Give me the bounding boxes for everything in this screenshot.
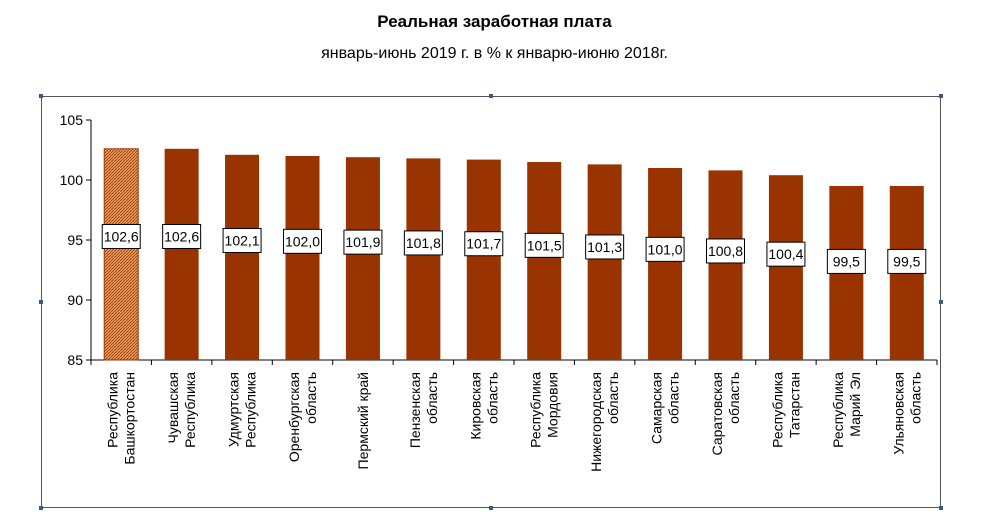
data-label-box (887, 248, 927, 274)
data-label-box (222, 228, 262, 254)
data-label-box (766, 241, 806, 267)
category-label: Самарская (649, 372, 665, 444)
category-label: Кировская (467, 372, 483, 440)
data-label: 101,7 (466, 236, 501, 252)
frame-handle-bottom-left[interactable] (39, 506, 43, 510)
data-label: 99,5 (893, 253, 920, 269)
data-label-box (706, 238, 745, 264)
data-label-box (826, 248, 866, 274)
bar (587, 164, 622, 360)
frame-handle-bottom-center[interactable] (489, 506, 493, 510)
data-label: 102,0 (285, 233, 320, 249)
data-label: 101,8 (406, 235, 441, 251)
category-label: область (907, 372, 923, 424)
y-tick-label: 85 (67, 352, 83, 368)
data-label-box (524, 232, 564, 258)
data-label: 100,8 (708, 243, 743, 259)
data-label-box (403, 230, 443, 256)
bar (103, 148, 139, 361)
bar (345, 157, 380, 360)
data-label: 101,9 (345, 234, 380, 250)
data-label: 101,0 (648, 241, 683, 257)
bar (285, 156, 320, 360)
category-label: Татарстан (786, 372, 802, 438)
bar (708, 170, 743, 360)
frame-handle-right[interactable] (939, 300, 943, 304)
category-label: Мордовия (545, 372, 561, 438)
category-label: Ульяновская (890, 372, 906, 455)
category-label: Республика (830, 372, 846, 448)
bar (768, 175, 803, 360)
category-label: Нижегородская (588, 372, 604, 472)
category-label: область (666, 372, 682, 424)
data-label: 101,3 (587, 239, 622, 255)
bar (406, 158, 441, 360)
data-label-box (101, 223, 141, 249)
frame-handle-top-center[interactable] (489, 94, 493, 98)
category-label: область (605, 372, 621, 424)
data-label: 101,5 (527, 237, 562, 253)
data-label-box (585, 234, 625, 260)
category-label: область (303, 372, 319, 424)
data-label: 102,1 (225, 233, 260, 249)
data-label-box (283, 228, 322, 254)
category-label: Республика (528, 372, 544, 448)
y-tick-label: 95 (67, 232, 83, 248)
category-label: Оренбургская (286, 372, 302, 462)
data-label: 99,5 (833, 253, 860, 269)
frame-handle-left[interactable] (39, 300, 43, 304)
category-label: Башкортостан (122, 372, 138, 465)
bar (527, 162, 562, 360)
data-label-box (162, 223, 202, 249)
category-label: Пермский край (355, 372, 371, 469)
category-label: Чувашская (165, 372, 181, 443)
frame-handle-top-left[interactable] (39, 94, 43, 98)
category-label: Марий Эл (847, 372, 863, 437)
category-label: Республика (769, 372, 785, 448)
category-label: Саратовская (709, 372, 725, 455)
data-label-box (343, 229, 383, 255)
data-label: 100,4 (768, 246, 803, 262)
chart-subtitle: январь-июнь 2019 г. в % к январю-июню 20… (321, 45, 668, 62)
category-label: Республика (182, 372, 198, 448)
frame-handle-top-right[interactable] (939, 94, 943, 98)
bar (466, 159, 501, 360)
category-label: Пензенская (407, 372, 423, 448)
bar (225, 154, 260, 360)
bar (648, 168, 683, 360)
data-label-box (464, 231, 504, 257)
category-label: область (726, 372, 742, 424)
chart-title: Реальная заработная плата (377, 12, 612, 31)
category-label: область (424, 372, 440, 424)
data-label: 102,6 (164, 228, 199, 244)
frame-handle-bottom-right[interactable] (939, 506, 943, 510)
data-label: 102,6 (104, 228, 139, 244)
category-label: Республика (105, 372, 121, 448)
category-label: Удмуртская (226, 372, 242, 447)
data-label-box (645, 236, 685, 262)
bar (164, 148, 199, 360)
y-tick-label: 90 (67, 292, 83, 308)
y-tick-label: 105 (60, 112, 84, 128)
category-label: область (484, 372, 500, 424)
y-tick-label: 100 (60, 172, 84, 188)
category-label: Республика (243, 372, 259, 448)
